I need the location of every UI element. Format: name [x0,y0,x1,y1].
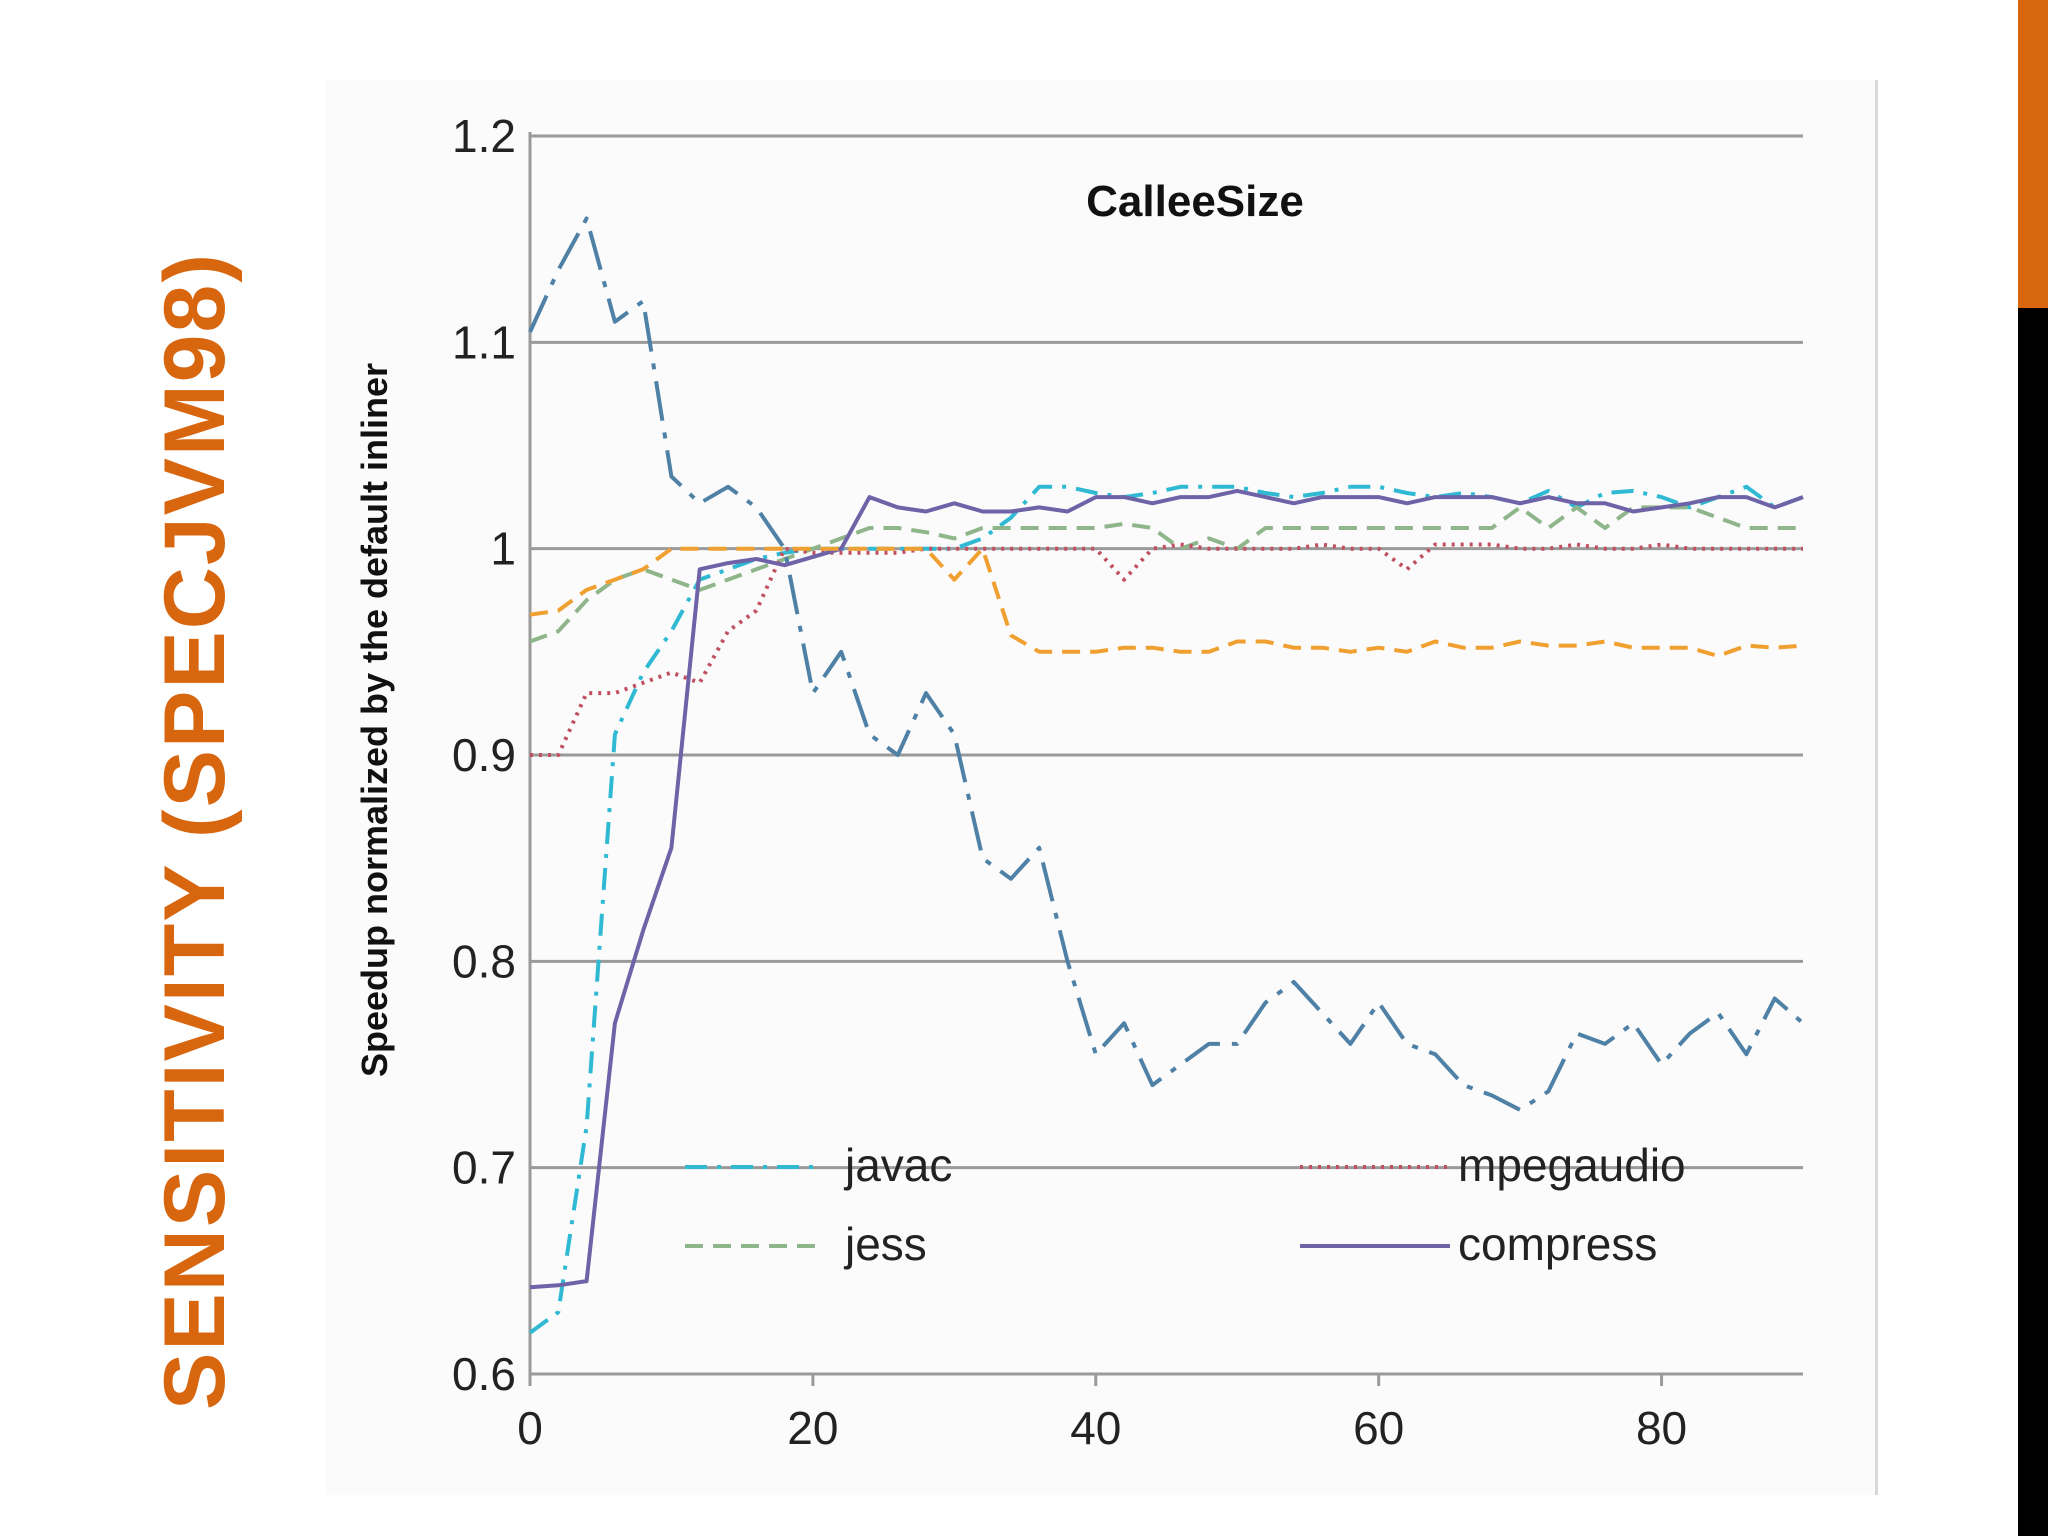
chart-panel: 0.6 0.7 0.8 0.9 1 1.1 1.2 0 20 40 60 80 javac jess mp… [325,80,1878,1495]
y-tick-label: 0.6 [452,1348,516,1400]
series-line-jess-2 [529,546,1804,658]
y-tick-label: 0.9 [452,729,516,781]
y-tick-label: 0.7 [452,1142,516,1194]
series-line-jess [529,505,1803,644]
x-tick-label: 80 [1636,1402,1687,1454]
y-axis-label: Speedup normalized by the default inline… [354,363,395,1077]
series-layer [528,216,1805,1335]
series-line-javac-2 [528,216,1805,1112]
legend-label-javac: javac [843,1139,952,1191]
y-tick-label: 1 [490,523,516,575]
y-tick-label: 1.2 [452,110,516,162]
slide-title: SENSITIVITY (SPECJVM98) [147,90,243,1410]
line-chart: 0.6 0.7 0.8 0.9 1 1.1 1.2 0 20 40 60 80 javac jess mp… [354,110,1805,1454]
x-tick-label: 60 [1353,1402,1404,1454]
accent-bar-top [2018,0,2048,308]
axis-layer: 0.6 0.7 0.8 0.9 1 1.1 1.2 0 20 40 60 80 [452,110,1687,1454]
y-tick-label: 1.1 [452,316,516,368]
x-tick-label: 0 [517,1402,543,1454]
accent-bar-bottom [2018,308,2048,1536]
x-tick-label: 40 [1070,1402,1121,1454]
chart-title: CalleeSize [1086,177,1304,226]
legend-layer: javac jess mpegaudio compress [685,1139,1686,1270]
series-line-javac [528,484,1804,1335]
slide-title-prefix: SENSITIVITY [147,863,243,1410]
legend-label-jess: jess [843,1218,927,1270]
x-tick-label: 20 [787,1402,838,1454]
y-tick-label: 0.8 [452,935,516,987]
series-line-compress [529,488,1804,1290]
legend-label-mpegaudio: mpegaudio [1458,1139,1686,1191]
legend-label-compress: compress [1458,1218,1657,1270]
slide-title-suffix: (SPECJVM98) [147,252,243,838]
series-line-mpegaudio [530,542,1803,757]
